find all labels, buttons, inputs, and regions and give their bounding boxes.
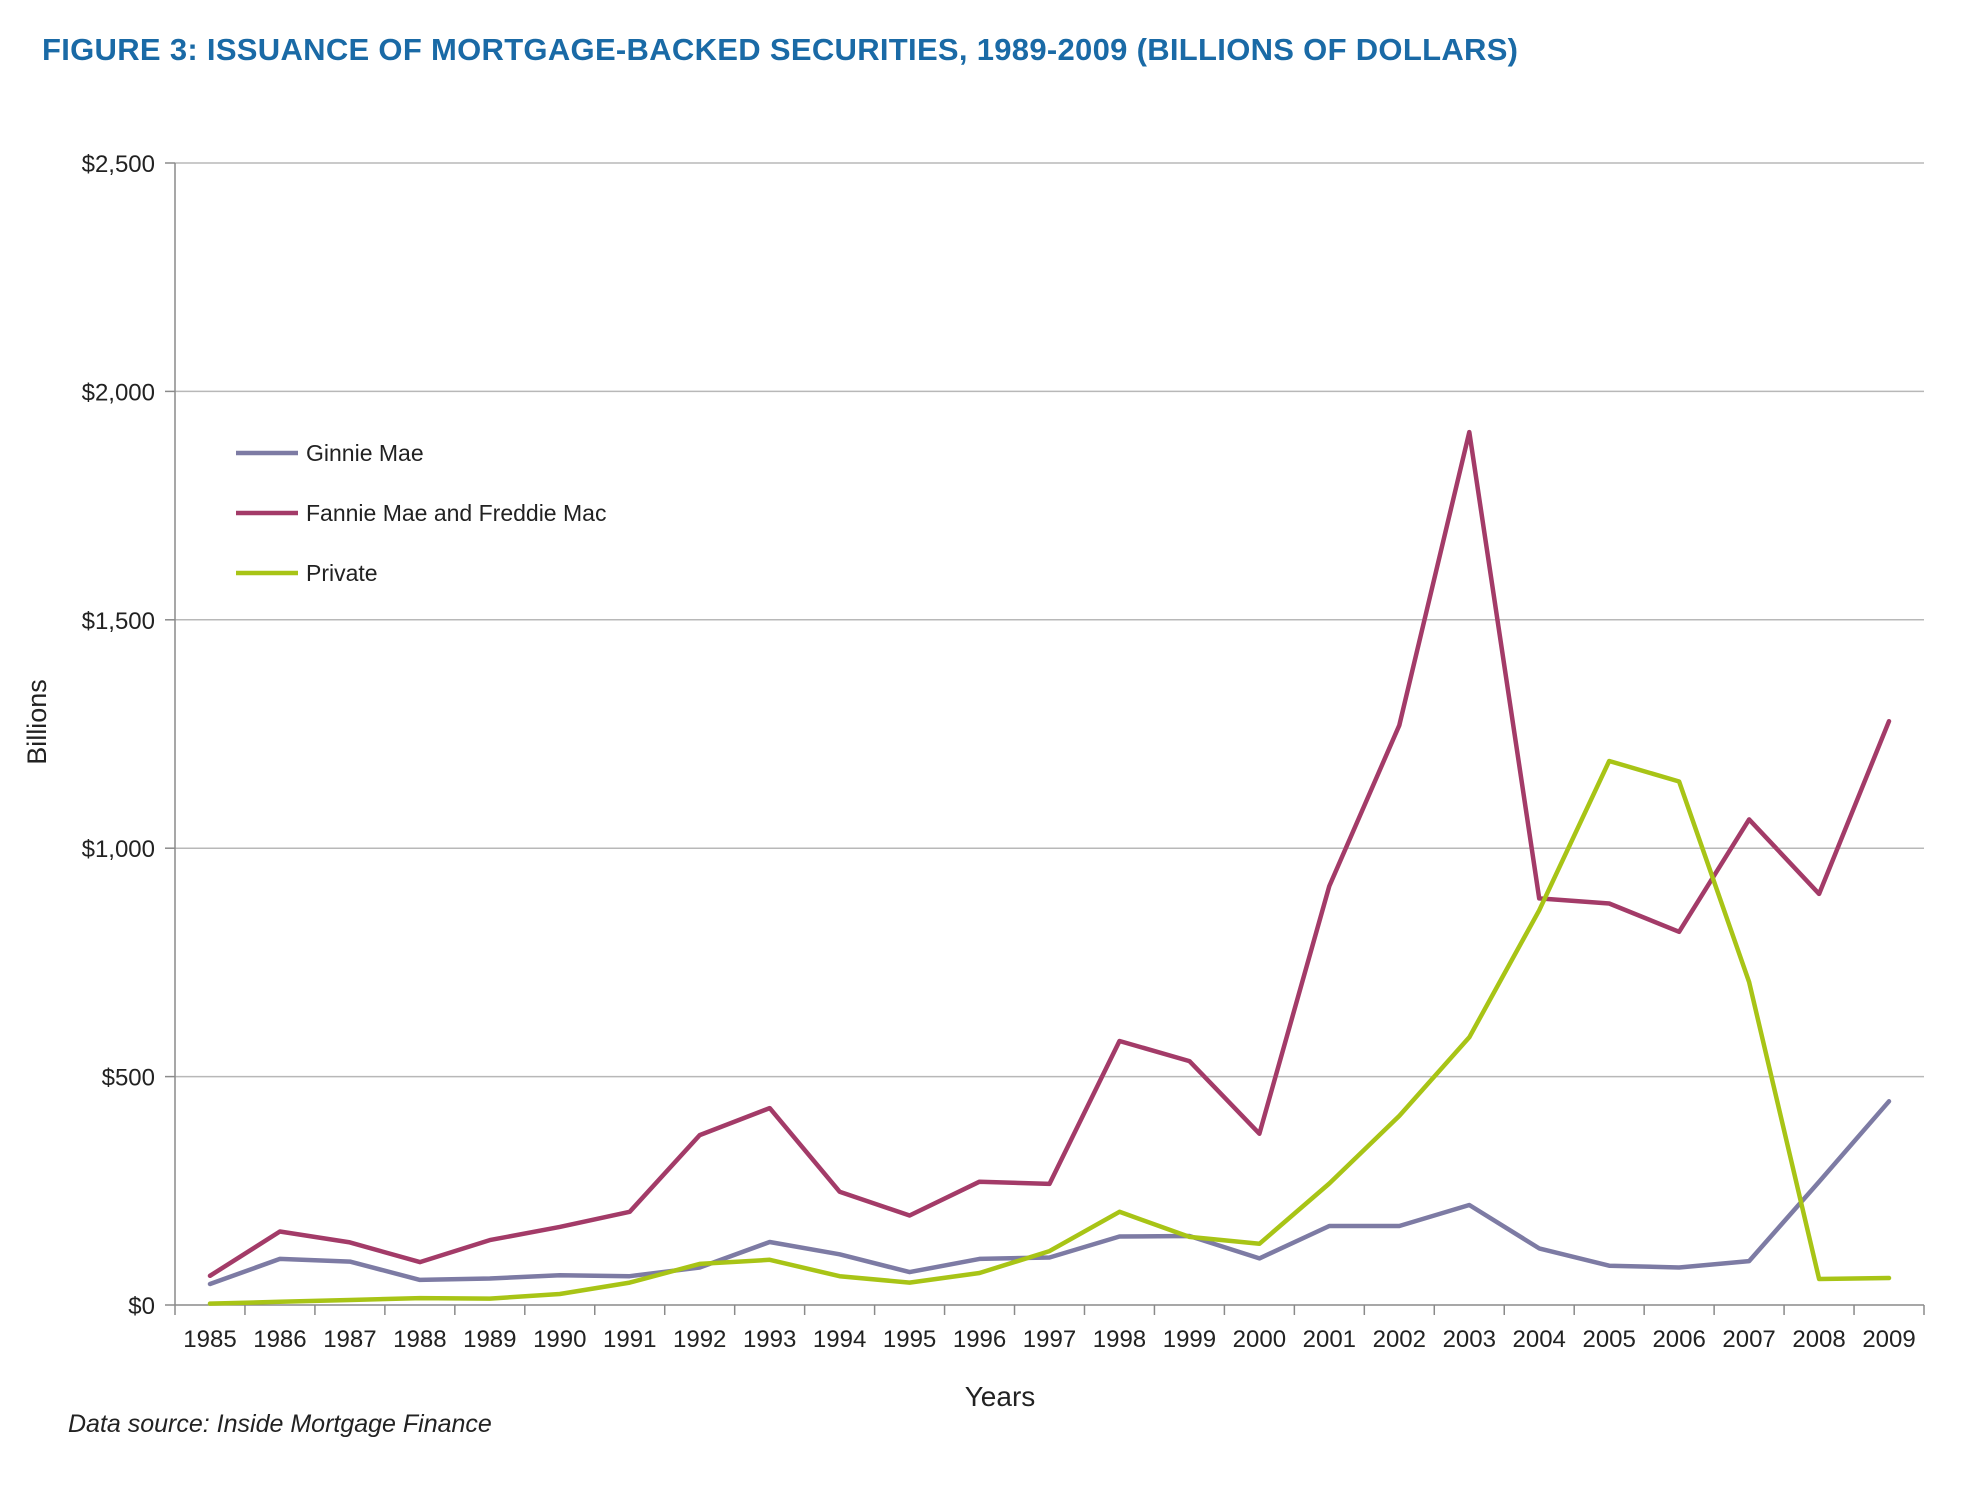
x-tick-label: 2009 bbox=[1862, 1326, 1915, 1353]
series-line-2 bbox=[207, 758, 1892, 1306]
x-tick-label: 1992 bbox=[673, 1326, 726, 1353]
x-tick-label: 2005 bbox=[1582, 1326, 1635, 1353]
x-tick-label: 1990 bbox=[533, 1326, 586, 1353]
y-tick-label: $0 bbox=[128, 1293, 155, 1320]
x-tick-label: 2003 bbox=[1443, 1326, 1496, 1353]
series-line-1 bbox=[207, 429, 1892, 1279]
gridlines bbox=[175, 162, 1924, 1078]
x-tick-label: 1986 bbox=[253, 1326, 306, 1353]
x-tick-label: 1991 bbox=[603, 1326, 656, 1353]
figure-title: FIGURE 3: ISSUANCE OF MORTGAGE-BACKED SE… bbox=[42, 32, 1519, 67]
series-lines bbox=[207, 429, 1892, 1306]
legend-label: Private bbox=[306, 560, 378, 586]
x-tick-label: 2000 bbox=[1233, 1326, 1286, 1353]
y-tick-label: $2,500 bbox=[82, 151, 155, 178]
x-axis-label: Years bbox=[965, 1381, 1036, 1412]
x-tick-label: 1994 bbox=[813, 1326, 866, 1353]
x-tick-label: 1987 bbox=[323, 1326, 376, 1353]
y-tick-label: $2,000 bbox=[82, 379, 155, 406]
axes bbox=[165, 162, 1925, 1315]
x-tick-label: 1995 bbox=[883, 1326, 936, 1353]
x-tick-label: 1999 bbox=[1163, 1326, 1216, 1353]
x-tick-label: 2007 bbox=[1722, 1326, 1775, 1353]
x-tick-label: 1985 bbox=[183, 1326, 236, 1353]
x-tick-label: 2004 bbox=[1513, 1326, 1566, 1353]
y-tick-labels: $0 $500 $1,000 $1,500 $2,000 $2,500 bbox=[82, 151, 155, 1320]
x-tick-label: 2008 bbox=[1792, 1326, 1845, 1353]
y-tick-label: $1,500 bbox=[82, 608, 155, 635]
x-tick-label: 1988 bbox=[393, 1326, 446, 1353]
legend: Ginnie Mae Fannie Mae and Freddie Mac Priv… bbox=[236, 440, 606, 586]
legend-label: Ginnie Mae bbox=[306, 440, 424, 466]
x-tick-label: 1998 bbox=[1093, 1326, 1146, 1353]
data-source-note: Data source: Inside Mortgage Finance bbox=[68, 1410, 492, 1438]
x-tick-label: 1996 bbox=[953, 1326, 1006, 1353]
y-tick-label: $1,000 bbox=[82, 836, 155, 863]
x-tick-label: 1997 bbox=[1023, 1326, 1076, 1353]
x-tick-label: 2002 bbox=[1373, 1326, 1426, 1353]
x-tick-label: 2006 bbox=[1652, 1326, 1705, 1353]
legend-label: Fannie Mae and Freddie Mac bbox=[306, 500, 606, 526]
x-tick-label: 1989 bbox=[463, 1326, 516, 1353]
x-tick-labels: 1985 1986 1987 1988 1989 1990 1991 1992 1993 1994… bbox=[183, 1326, 1915, 1353]
y-axis-label: Billions bbox=[22, 679, 52, 765]
x-tick-label: 2001 bbox=[1303, 1326, 1356, 1353]
y-tick-label: $500 bbox=[102, 1065, 155, 1092]
series-line-0 bbox=[207, 1099, 1892, 1287]
x-tick-label: 1993 bbox=[743, 1326, 796, 1353]
